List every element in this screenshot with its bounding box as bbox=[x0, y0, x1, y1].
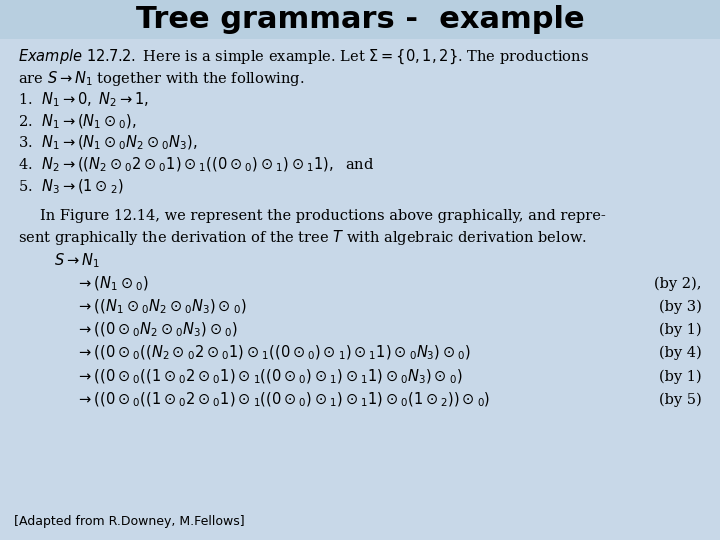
Text: (by 1): (by 1) bbox=[660, 323, 702, 337]
Text: (by 2),: (by 2), bbox=[654, 276, 702, 291]
Text: $\rightarrow ((0 \odot_0 ((1 \odot_0 2 \odot_0 1) \odot_1 ((0\odot_0)\odot_1) \o: $\rightarrow ((0 \odot_0 ((1 \odot_0 2 \… bbox=[76, 367, 462, 386]
Bar bbox=[0, 0, 720, 39]
Text: $\rightarrow ((0 \odot_0 N_2 \odot_0 N_3)\odot_0)$: $\rightarrow ((0 \odot_0 N_2 \odot_0 N_3… bbox=[76, 321, 238, 339]
Text: (by 5): (by 5) bbox=[660, 393, 702, 407]
Text: are $S \rightarrow N_1$ together with the following.: are $S \rightarrow N_1$ together with th… bbox=[18, 69, 305, 88]
Text: [Adapted from R.Downey, M.Fellows]: [Adapted from R.Downey, M.Fellows] bbox=[14, 515, 245, 528]
Text: $S \rightarrow N_1$: $S \rightarrow N_1$ bbox=[54, 251, 99, 269]
Text: $\mathit{Example\ 12.7.2.}$ Here is a simple example. Let $\Sigma = \{0,1,2\}$. : $\mathit{Example\ 12.7.2.}$ Here is a si… bbox=[18, 48, 589, 66]
Text: Tree grammars -  example: Tree grammars - example bbox=[135, 5, 585, 34]
Text: $\rightarrow ((0 \odot_0 ((N_2 \odot_0 2 \odot_0 1) \odot_1 ((0\odot_0)\odot_1) : $\rightarrow ((0 \odot_0 ((N_2 \odot_0 2… bbox=[76, 344, 471, 362]
Text: 3.  $N_1 \rightarrow (N_1 \odot_0 N_2 \odot_0 N_3),$: 3. $N_1 \rightarrow (N_1 \odot_0 N_2 \od… bbox=[18, 134, 197, 152]
Text: (by 4): (by 4) bbox=[660, 346, 702, 360]
Text: 1.  $N_1 \rightarrow 0,\ N_2 \rightarrow 1,$: 1. $N_1 \rightarrow 0,\ N_2 \rightarrow … bbox=[18, 91, 149, 109]
Text: (by 1): (by 1) bbox=[660, 369, 702, 383]
Text: 2.  $N_1 \rightarrow (N_1\odot_0),$: 2. $N_1 \rightarrow (N_1\odot_0),$ bbox=[18, 112, 137, 131]
Text: 4.  $N_2 \rightarrow ((N_2 \odot_0 2 \odot_0 1) \odot_1 ((0\odot_0)\odot_1) \odo: 4. $N_2 \rightarrow ((N_2 \odot_0 2 \odo… bbox=[18, 156, 374, 174]
Text: $\rightarrow ((N_1 \odot_0 N_2 \odot_0 N_3)\odot_0)$: $\rightarrow ((N_1 \odot_0 N_2 \odot_0 N… bbox=[76, 298, 246, 316]
Text: (by 3): (by 3) bbox=[659, 300, 702, 314]
Text: sent graphically the derivation of the tree $T$ with algebraic derivation below.: sent graphically the derivation of the t… bbox=[18, 228, 587, 247]
Text: 5.  $N_3 \rightarrow (1\odot_2)$: 5. $N_3 \rightarrow (1\odot_2)$ bbox=[18, 177, 124, 195]
Text: $\rightarrow ((0 \odot_0 ((1 \odot_0 2 \odot_0 1) \odot_1 ((0\odot_0)\odot_1) \o: $\rightarrow ((0 \odot_0 ((1 \odot_0 2 \… bbox=[76, 390, 490, 409]
Text: In Figure 12.14, we represent the productions above graphically, and repre-: In Figure 12.14, we represent the produc… bbox=[40, 209, 606, 223]
Text: $\rightarrow (N_1\odot_0)$: $\rightarrow (N_1\odot_0)$ bbox=[76, 274, 148, 293]
